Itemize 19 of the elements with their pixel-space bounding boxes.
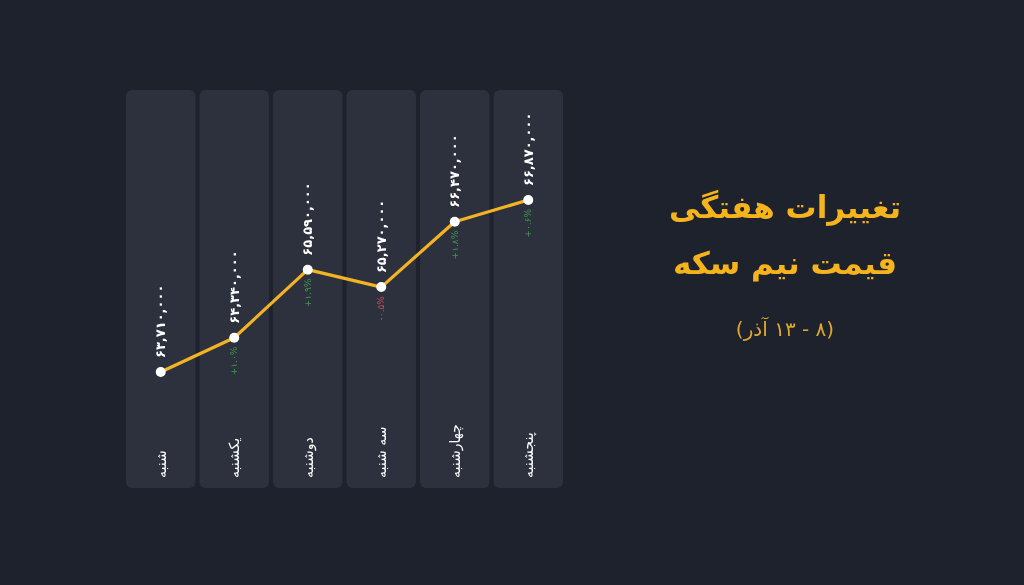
data-label: ۶۵,۵۹۰,۰۰۰ [300, 182, 316, 256]
annotation: -۰.۵% [376, 295, 387, 321]
annotation: +۱.۹% [302, 278, 313, 308]
x-tick-label: چهارشنبه [446, 424, 464, 478]
text: تغییرات هفتگی قیمت نیم سکه [668, 189, 902, 282]
x-tick-label: یکشنبه [226, 437, 243, 478]
data-label: ۶۶,۸۷۰,۰۰۰ [520, 112, 536, 186]
x-tick-label: شنبه [152, 450, 169, 478]
annotation: +۱.۰% [229, 346, 240, 376]
x-tick-label: دوشنبه [299, 437, 317, 478]
data-label: ۶۵,۲۷۰,۰۰۰ [373, 199, 389, 274]
data-label: ۶۳,۷۱۰,۰۰۰ [153, 284, 169, 358]
x-tick-label: سه شنبه [373, 426, 390, 478]
annotation: +۱.۸% [449, 230, 460, 260]
data-label: ۶۴,۳۴۰,۰۰۰ [226, 250, 242, 324]
x-tick-label: پنجشنبه [520, 432, 538, 478]
annotation: +۰.۶% [523, 208, 534, 238]
text: (۸ - ۱۳ آذر) [735, 316, 835, 341]
data-label: ۶۶,۴۷۰,۰۰۰ [447, 134, 463, 208]
